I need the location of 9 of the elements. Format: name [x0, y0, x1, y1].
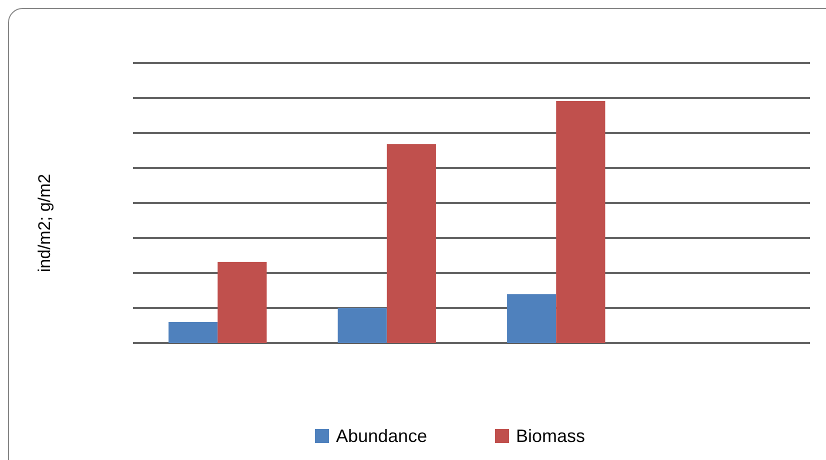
y-axis-title: ind/m2; g/m2: [35, 174, 54, 272]
bar: [386, 144, 436, 343]
bar: [168, 322, 218, 343]
legend-label: Abundance: [336, 426, 428, 446]
bar: [338, 308, 387, 343]
bar: [507, 294, 556, 343]
bar: [218, 262, 267, 343]
legend-label: Biomass: [516, 426, 586, 446]
bar: [556, 101, 606, 343]
